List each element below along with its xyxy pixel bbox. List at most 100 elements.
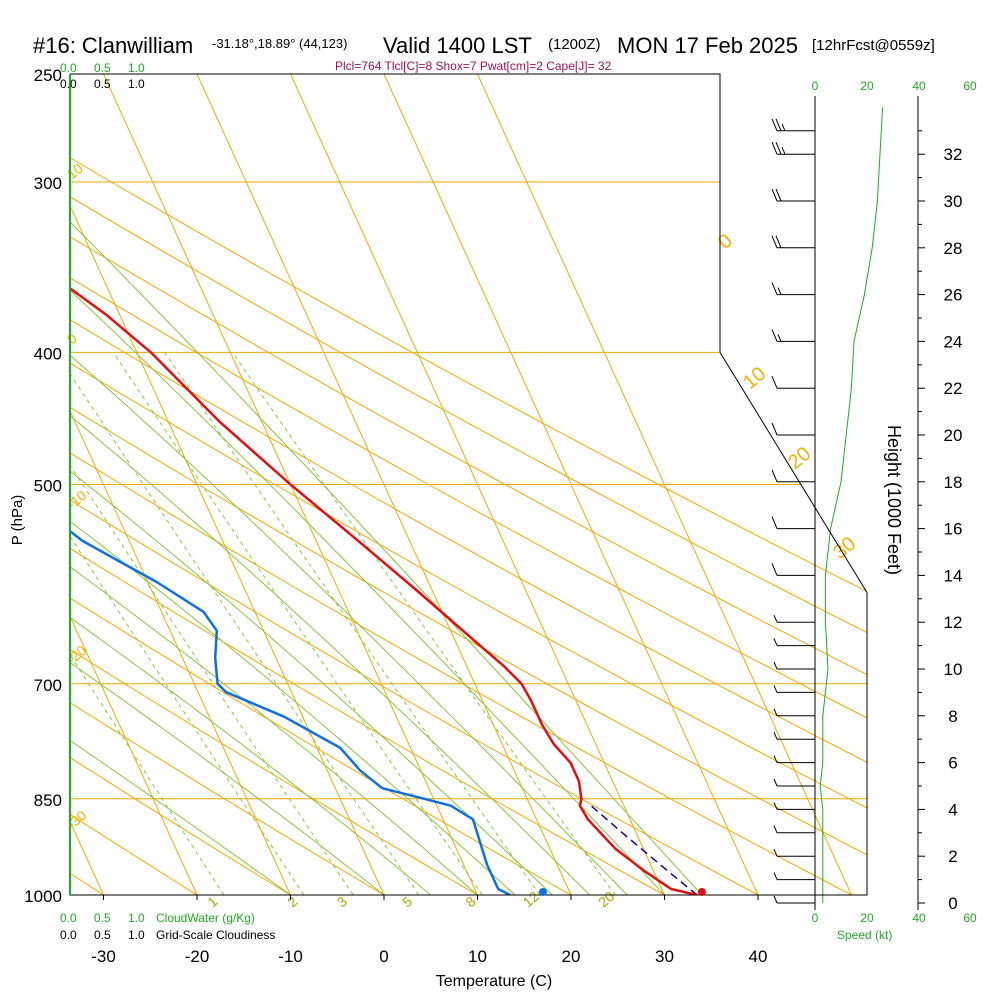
height-tick-label: 24: [944, 332, 963, 351]
wind-barb-flag: [771, 118, 778, 131]
dry-adiabat-line: [70, 74, 198, 895]
wind-barb: [773, 778, 815, 787]
dry-adiabat-line: [70, 74, 867, 895]
height-tick-label: 10: [944, 660, 963, 679]
sounding-indices: Plcl=764 Tlcl[C]=8 Shox=7 Pwat[cm]=2 Cap…: [335, 59, 612, 73]
wind-barb: [773, 849, 815, 857]
cloudiness-bottom-1: 0.5: [94, 928, 111, 942]
x-tick-label: -30: [91, 947, 116, 966]
mixing-ratio-line: [164, 352, 541, 895]
wind-barb-flag: [771, 422, 778, 436]
mixing-ratio-label: 1: [204, 893, 220, 910]
dry-adiabat-line: [70, 74, 665, 895]
dry-adiabat-line: [70, 74, 572, 895]
moist-adiabat-line: [70, 74, 628, 895]
height-tick-label: 28: [944, 239, 963, 258]
wind-barb-flag: [771, 516, 778, 529]
x-tick-label: 40: [749, 947, 768, 966]
dry-adiabat-line: [70, 74, 759, 895]
wind-barb-half-flag: [773, 895, 778, 904]
wind-barb: [773, 895, 815, 904]
dry-adiabat-line: [0, 74, 10, 895]
dry-adiabat-label: 0: [714, 230, 737, 254]
wind-barb: [771, 329, 815, 342]
x-tick-label: 20: [562, 947, 581, 966]
wind-barb-half-flag: [781, 123, 786, 131]
height-tick-label: 16: [944, 520, 963, 539]
y-tick-label: 300: [34, 174, 62, 193]
wind-barb: [771, 376, 815, 389]
height-tick-label: 32: [944, 145, 963, 164]
height-tick-label: 4: [948, 800, 957, 819]
dry-adiabat-label: 10: [739, 363, 770, 394]
wind-barb-flag: [775, 142, 782, 155]
mixing-ratio-label: 5: [399, 893, 415, 910]
speed-axis-label: Speed (kt): [837, 928, 892, 942]
mixing-ratio-label: 2: [284, 893, 300, 910]
surface-dewpoint-dot: [538, 888, 547, 896]
mixing-ratio-label: 20: [595, 888, 617, 910]
isotherm-line: [290, 74, 665, 895]
height-tick-label: 0: [948, 894, 957, 913]
x-tick-label: 10: [468, 947, 487, 966]
wind-barb-half-flag: [773, 661, 778, 670]
moist-adiabat-line: [70, 74, 432, 895]
height-axis-label: Height (1000 Feet): [884, 425, 904, 575]
wind-barb-half-flag: [773, 825, 778, 833]
wind-barb: [773, 802, 815, 810]
isotherm-line: [383, 74, 759, 895]
height-tick-label: 14: [944, 566, 963, 585]
mixing-ratio-label: 12: [520, 888, 542, 910]
wind-barb: [771, 142, 815, 155]
moist-adiabat-line: [70, 74, 591, 895]
wind-barb: [773, 661, 815, 670]
mixing-ratio-line: [70, 352, 354, 895]
isotherm-line: [0, 74, 10, 895]
wind-barb-half-flag: [773, 615, 778, 623]
height-tick-label: 20: [944, 426, 963, 445]
height-tick-label: 12: [944, 613, 963, 632]
dry-adiabat-line: [70, 74, 478, 895]
dry-adiabat-line: [70, 74, 867, 895]
cloudwater-bottom-2: 1.0: [128, 911, 145, 925]
temperature-trace: [70, 107, 698, 895]
speed-top-2: 40: [912, 79, 926, 93]
x-tick-label: -20: [185, 947, 210, 966]
wind-barb: [773, 685, 815, 693]
wind-barb-flag: [771, 469, 778, 482]
y-tick-label: 1000: [24, 887, 62, 906]
utc-time: (1200Z): [548, 36, 601, 53]
dewpoint-trace: [70, 107, 511, 895]
speed-top-3: 60: [963, 79, 977, 93]
station-coords: -31.18°,18.89° (44,123): [212, 36, 347, 51]
cloudiness-top-2: 1.0: [128, 77, 145, 91]
mixing-ratio-line: [70, 352, 225, 895]
dry-adiabat-line: [70, 74, 385, 895]
dry-adiabat-line: [70, 74, 867, 895]
height-tick-label: 30: [944, 192, 963, 211]
isotherm-line: [477, 74, 852, 895]
surface-temperature-dot: [697, 888, 706, 896]
height-tick-label: 22: [944, 379, 963, 398]
height-tick-label: 26: [944, 286, 963, 305]
speed-top-0: 0: [812, 79, 819, 93]
y-tick-label: 400: [34, 344, 62, 363]
wind-barb-half-flag: [773, 732, 778, 740]
wind-barb-flag: [775, 235, 782, 248]
wind-barb: [773, 732, 815, 740]
wind-barb-half-flag: [773, 778, 778, 787]
moist-adiabat-line: [70, 74, 478, 895]
moist-adiabat-line: [70, 74, 665, 895]
cloudiness-bottom-0: 0.0: [60, 928, 77, 942]
wind-barb-half-flag: [773, 638, 778, 646]
dry-adiabat-label: -30: [64, 807, 90, 832]
wind-barb: [771, 422, 815, 436]
mixing-ratio-line: [112, 352, 483, 895]
wind-barb-flag: [771, 329, 778, 342]
dry-adiabat-line: [70, 74, 867, 895]
dry-adiabat-line: [70, 74, 867, 895]
wind-barb: [771, 188, 815, 202]
mixing-ratio-line: [231, 352, 616, 895]
